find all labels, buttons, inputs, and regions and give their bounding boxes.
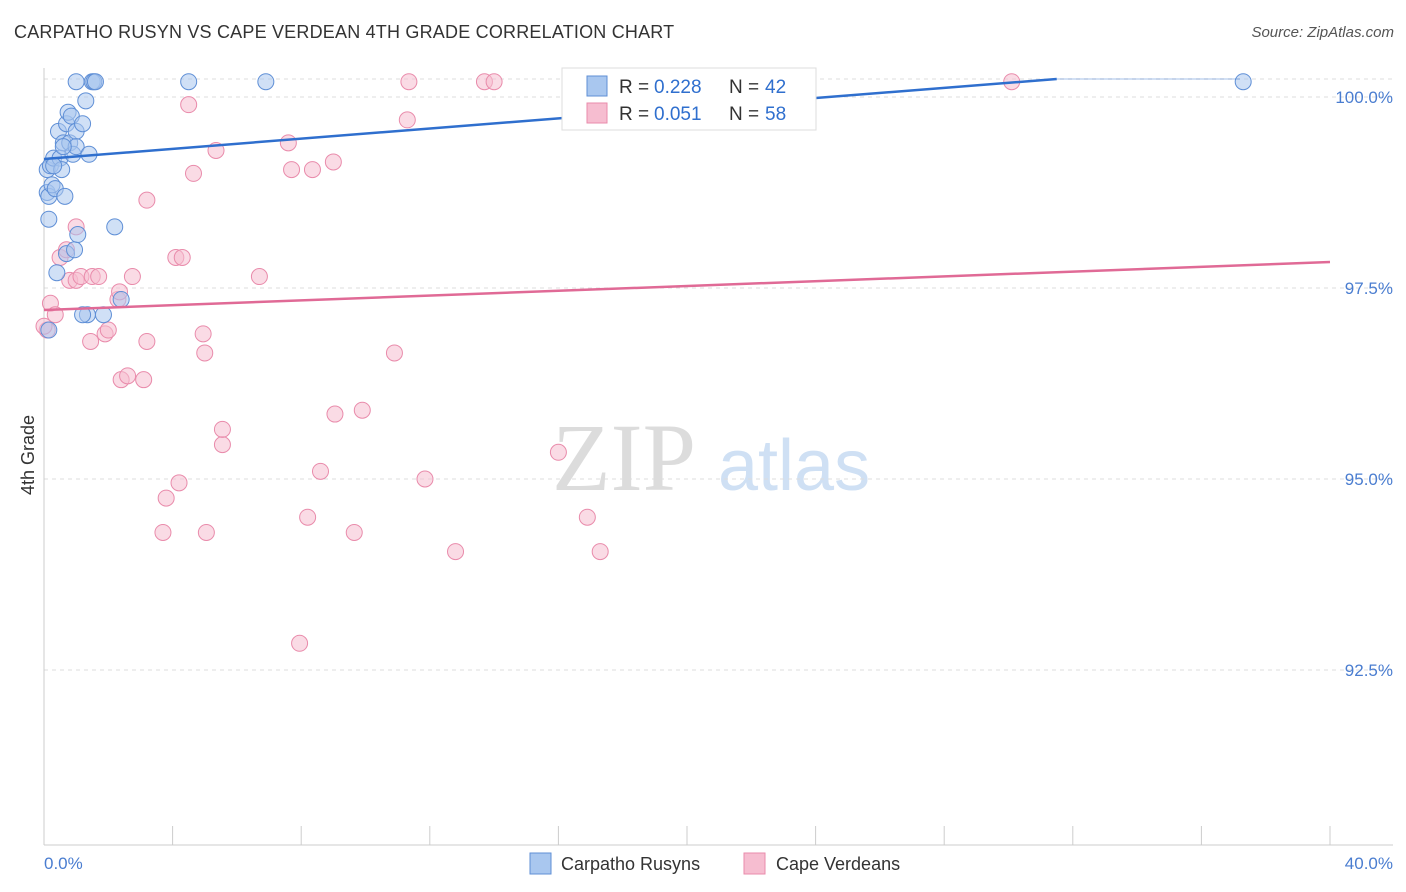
- chart-title: CARPATHO RUSYN VS CAPE VERDEAN 4TH GRADE…: [14, 22, 675, 42]
- carpatho-rusyn-point-34: [106, 218, 124, 236]
- carpatho-rusyn-point-23: [69, 226, 87, 244]
- cape-verdean-point-45: [353, 401, 371, 419]
- cape-verdean-point-18: [123, 268, 141, 286]
- trend-lines: [43, 77, 1331, 312]
- cape-verdean-point-35: [250, 268, 268, 286]
- cape-verdean-point-34: [213, 420, 231, 438]
- cape-verdean-point-29: [194, 325, 212, 343]
- carpatho-rusyn-point-37: [257, 73, 275, 91]
- cape-verdean-point-55: [591, 543, 609, 561]
- cape-verdean-point-23: [157, 489, 175, 507]
- legend-swatch-blue: [586, 75, 608, 97]
- cape-verdean-point-37: [283, 161, 301, 179]
- x-tick-label-min: 0.0%: [44, 854, 83, 873]
- cape-verdean-point-20: [138, 191, 156, 209]
- cape-verdean-point-41: [311, 462, 329, 480]
- y-tick-label-0: 100.0%: [1335, 88, 1393, 107]
- cape-verdean-point-39: [299, 508, 317, 526]
- legend-n-label-pink: N =: [729, 104, 759, 125]
- cape-verdean-point-13: [99, 321, 117, 339]
- cape-verdean-point-33: [213, 436, 231, 454]
- carpatho-rusyns-points: [38, 73, 1252, 339]
- gridlines: [44, 78, 1393, 671]
- cape-verdean-point-11: [82, 332, 100, 350]
- series-legend-label-blue: Carpatho Rusyns: [561, 854, 700, 874]
- y-axis-label: 4th Grade: [18, 415, 38, 495]
- cape-verdean-point-54: [578, 508, 596, 526]
- series-legend-swatch-blue: [529, 852, 552, 875]
- watermark-zip: ZIP: [552, 404, 696, 511]
- series-legend: Carpatho Rusyns Cape Verdeans: [529, 852, 900, 875]
- carpatho-rusyn-point-3: [40, 210, 58, 228]
- carpatho-rusyn-point-14: [56, 187, 74, 205]
- cape-verdean-point-17: [119, 367, 137, 385]
- source-label: Source: ZipAtlas.com: [1251, 24, 1394, 41]
- cape-verdean-point-46: [385, 344, 403, 362]
- cape-verdean-point-36: [279, 134, 297, 152]
- cape-verdean-point-26: [170, 474, 188, 492]
- series-legend-label-pink: Cape Verdeans: [776, 854, 900, 874]
- legend-n-value-blue: 42: [765, 77, 786, 98]
- cape-verdean-point-53: [549, 443, 567, 461]
- cape-verdean-point-47: [398, 111, 416, 129]
- legend-n-value-pink: 58: [765, 104, 786, 125]
- carpatho-rusyn-point-35: [112, 290, 130, 308]
- cape-verdean-point-19: [135, 371, 153, 389]
- carpatho-rusyn-point-38: [74, 306, 92, 324]
- carpatho-rusyn-point-26: [74, 115, 92, 133]
- cape-verdean-point-22: [154, 523, 172, 541]
- y-tick-labels: 100.0% 97.5% 95.0% 92.5%: [1335, 88, 1393, 680]
- y-tick-label-2: 95.0%: [1345, 470, 1393, 489]
- legend-r-value-blue: 0.228: [654, 77, 702, 98]
- carpatho-rusyn-point-9: [48, 264, 66, 282]
- cape-verdean-point-42: [324, 153, 342, 171]
- cape-verdean-point-49: [416, 470, 434, 488]
- carpatho-rusyn-point-4: [40, 321, 58, 339]
- legend-r-label-pink: R =: [619, 104, 649, 125]
- cape-verdean-point-30: [196, 344, 214, 362]
- carpatho-rusyn-point-31: [86, 73, 104, 91]
- legend-r-value-pink: 0.051: [654, 104, 702, 125]
- y-tick-label-1: 97.5%: [1345, 279, 1393, 298]
- cape-verdean-point-48: [400, 73, 418, 91]
- legend-swatch-pink: [586, 102, 608, 124]
- cape-verdean-point-31: [197, 523, 215, 541]
- cape-verdean-point-27: [180, 96, 198, 114]
- carpatho-rusyn-point-25: [67, 73, 85, 91]
- carpatho-rusyn-point-36: [180, 73, 198, 91]
- y-tick-label-3: 92.5%: [1345, 661, 1393, 680]
- x-tick-label-max: 40.0%: [1345, 854, 1393, 873]
- carpatho-rusyn-point-39: [45, 157, 63, 175]
- cape-verdean-point-21: [138, 332, 156, 350]
- cape-verdean-point-52: [485, 73, 503, 91]
- carpatho-rusyn-point-21: [66, 241, 84, 259]
- legend-r-label-blue: R =: [619, 77, 649, 98]
- carpatho-rusyn-point-40: [1234, 73, 1252, 91]
- cape-verdean-point-38: [291, 634, 309, 652]
- cape-verdean-point-28: [184, 164, 202, 182]
- cape-verdean-point-25: [173, 248, 191, 266]
- trend-line-blue: [43, 77, 1057, 161]
- carpatho-rusyn-point-41: [54, 138, 72, 156]
- stats-legend: R = 0.228 N = 42 R = 0.051 N = 58: [561, 67, 817, 131]
- cape-verdean-point-50: [447, 543, 465, 561]
- cape-verdean-point-44: [345, 523, 363, 541]
- watermark-atlas: atlas: [718, 426, 870, 506]
- cape-verdean-point-10: [90, 268, 108, 286]
- cape-verdeans-points: [35, 73, 1021, 652]
- series-legend-swatch-pink: [743, 852, 766, 875]
- legend-n-label-blue: N =: [729, 77, 759, 98]
- trend-line-pink: [43, 260, 1331, 312]
- carpatho-rusyn-point-27: [77, 92, 95, 110]
- cape-verdean-point-40: [303, 161, 321, 179]
- cape-verdean-point-43: [326, 405, 344, 423]
